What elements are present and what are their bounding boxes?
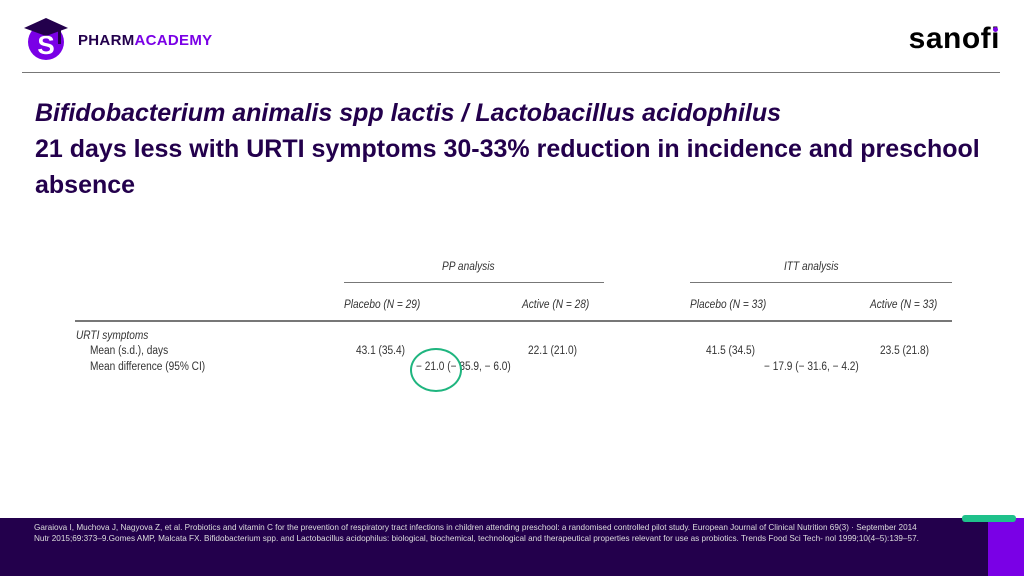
header-rule — [75, 320, 952, 322]
col-header: Placebo (N = 33) — [690, 299, 767, 311]
cell: 41.5 (34.5) — [706, 345, 755, 357]
cell: 43.1 (35.4) — [356, 345, 405, 357]
cell: 22.1 (21.0) — [528, 345, 577, 357]
col-header: Active (N = 28) — [522, 299, 590, 311]
accent-block — [988, 518, 1024, 576]
reference: Nutr 2015;69:373–9.Gomes AMP, Malcata FX… — [34, 533, 919, 543]
sanofi-logo: sanofi — [908, 22, 1000, 55]
header-divider — [22, 72, 1000, 73]
references: Garaiova I, Muchova J, Nagyova Z, et al.… — [34, 523, 954, 544]
cell: 23.5 (21.8) — [880, 345, 929, 357]
footer-band — [0, 518, 1024, 576]
accent-bar — [962, 515, 1016, 522]
title-line2: 21 days less with URTI symptoms 30-33% r… — [35, 135, 980, 199]
col-header: Active (N = 33) — [870, 299, 938, 311]
group-header-pp: PP analysis — [442, 261, 495, 273]
title-line1: Bifidobacterium animalis spp lactis / La… — [35, 99, 782, 127]
group-header-itt: ITT analysis — [784, 261, 839, 273]
brand-part1: PHARM — [78, 32, 135, 49]
itt-rule — [690, 282, 952, 283]
pp-rule — [344, 282, 604, 283]
col-header: Placebo (N = 29) — [344, 299, 421, 311]
slide-title: Bifidobacterium animalis spp lactis / La… — [35, 95, 995, 203]
brand-part2: ACADEMY — [134, 32, 213, 49]
section-label: URTI symptoms — [76, 330, 149, 342]
row-label: Mean difference (95% CI) — [90, 361, 206, 373]
brand-name: PHARMACADEMY — [78, 32, 212, 49]
row-label: Mean (s.d.), days — [90, 345, 169, 357]
pharmacademy-logo-icon: S — [24, 18, 68, 60]
svg-text:S: S — [37, 30, 54, 60]
sanofi-logo-dot — [993, 27, 998, 32]
reference: Garaiova I, Muchova J, Nagyova Z, et al.… — [34, 523, 917, 532]
cell: − 17.9 (− 31.6, − 4.2) — [764, 361, 859, 373]
highlight-circle — [410, 348, 462, 392]
